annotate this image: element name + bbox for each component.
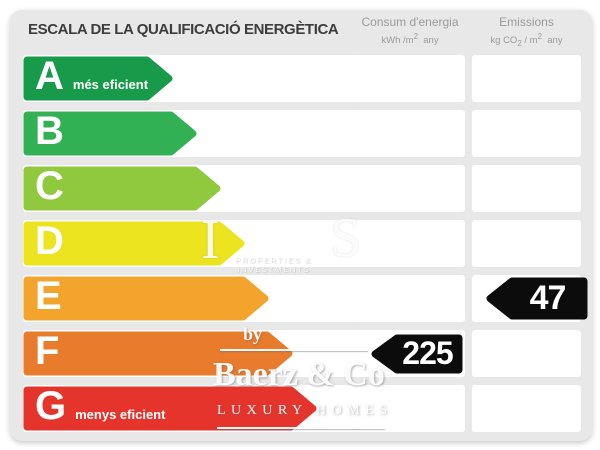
consum-cell-e: [355, 275, 465, 322]
rating-tag-emissions: 47: [486, 277, 588, 320]
consum-cell-d: [355, 220, 465, 267]
rating-tag-arrow-shape: [486, 277, 588, 320]
emissions-cell-d: [472, 220, 581, 267]
consum-cell-b: [355, 110, 465, 157]
consum-title: Consum d'energia: [361, 15, 459, 29]
grade-label-wrap: B: [35, 111, 64, 151]
rating-tag-arrow-shape: [371, 334, 463, 373]
grade-letter-b: B: [35, 109, 64, 153]
grade-sublabel: més eficient: [72, 77, 149, 92]
grade-letter-c: C: [35, 164, 64, 208]
grade-arrow-f: [23, 331, 293, 376]
grade-label-wrap: E: [35, 276, 62, 316]
emissions-cell-c: [472, 165, 581, 212]
emissions-title: Emissions: [499, 15, 554, 29]
grade-letter-f: F: [35, 329, 60, 373]
grade-label-wrap: C: [35, 166, 64, 206]
grade-label-wrap: D: [35, 221, 64, 261]
rating-value-emissions: 47: [529, 279, 567, 317]
grade-arrow-d: [23, 221, 245, 266]
grade-arrow-g: [23, 386, 317, 431]
grade-sublabel: menys eficient: [75, 407, 166, 422]
consum-cell-c: [355, 165, 465, 212]
emissions-cell-a: [472, 55, 581, 102]
scale-row-c: C: [10, 165, 592, 212]
scale-row-d: D: [10, 220, 592, 267]
grade-arrow-e: [23, 276, 269, 321]
rating-value-consum: 225: [402, 335, 453, 371]
rating-tag-consum: 225: [371, 334, 463, 374]
certificate-card: ESCALA DE LA QUALIFICACIÓ ENERGÈTICA Con…: [10, 10, 592, 441]
emissions-cell-g: [472, 385, 581, 432]
emissions-cell-b: [472, 110, 581, 157]
column-header-emissions: Emissions kg CO2 / m2 any: [472, 15, 581, 50]
emissions-cell-f: [472, 330, 581, 377]
page-title: ESCALA DE LA QUALIFICACIÓ ENERGÈTICA: [28, 21, 339, 38]
grade-letter-a: A: [35, 54, 64, 98]
grade-arrow-a: [23, 56, 173, 101]
scale-row-b: B: [10, 110, 592, 157]
grade-letter-g: G: [35, 384, 67, 428]
grade-letter-e: E: [35, 274, 62, 318]
consum-cell-a: [355, 55, 465, 102]
consum-cell-g: [355, 385, 465, 432]
scale-row-f: F: [10, 330, 592, 377]
column-header-consum: Consum d'energia kWh /m2 any: [355, 15, 465, 47]
grade-letter-d: D: [35, 219, 64, 263]
consum-unit: kWh /m2 any: [381, 32, 439, 47]
grade-arrow-c: [23, 166, 221, 211]
emissions-unit: kg CO2 / m2 any: [490, 32, 563, 49]
grade-label-wrap: F: [35, 331, 59, 371]
grade-arrow-b: [23, 111, 197, 156]
